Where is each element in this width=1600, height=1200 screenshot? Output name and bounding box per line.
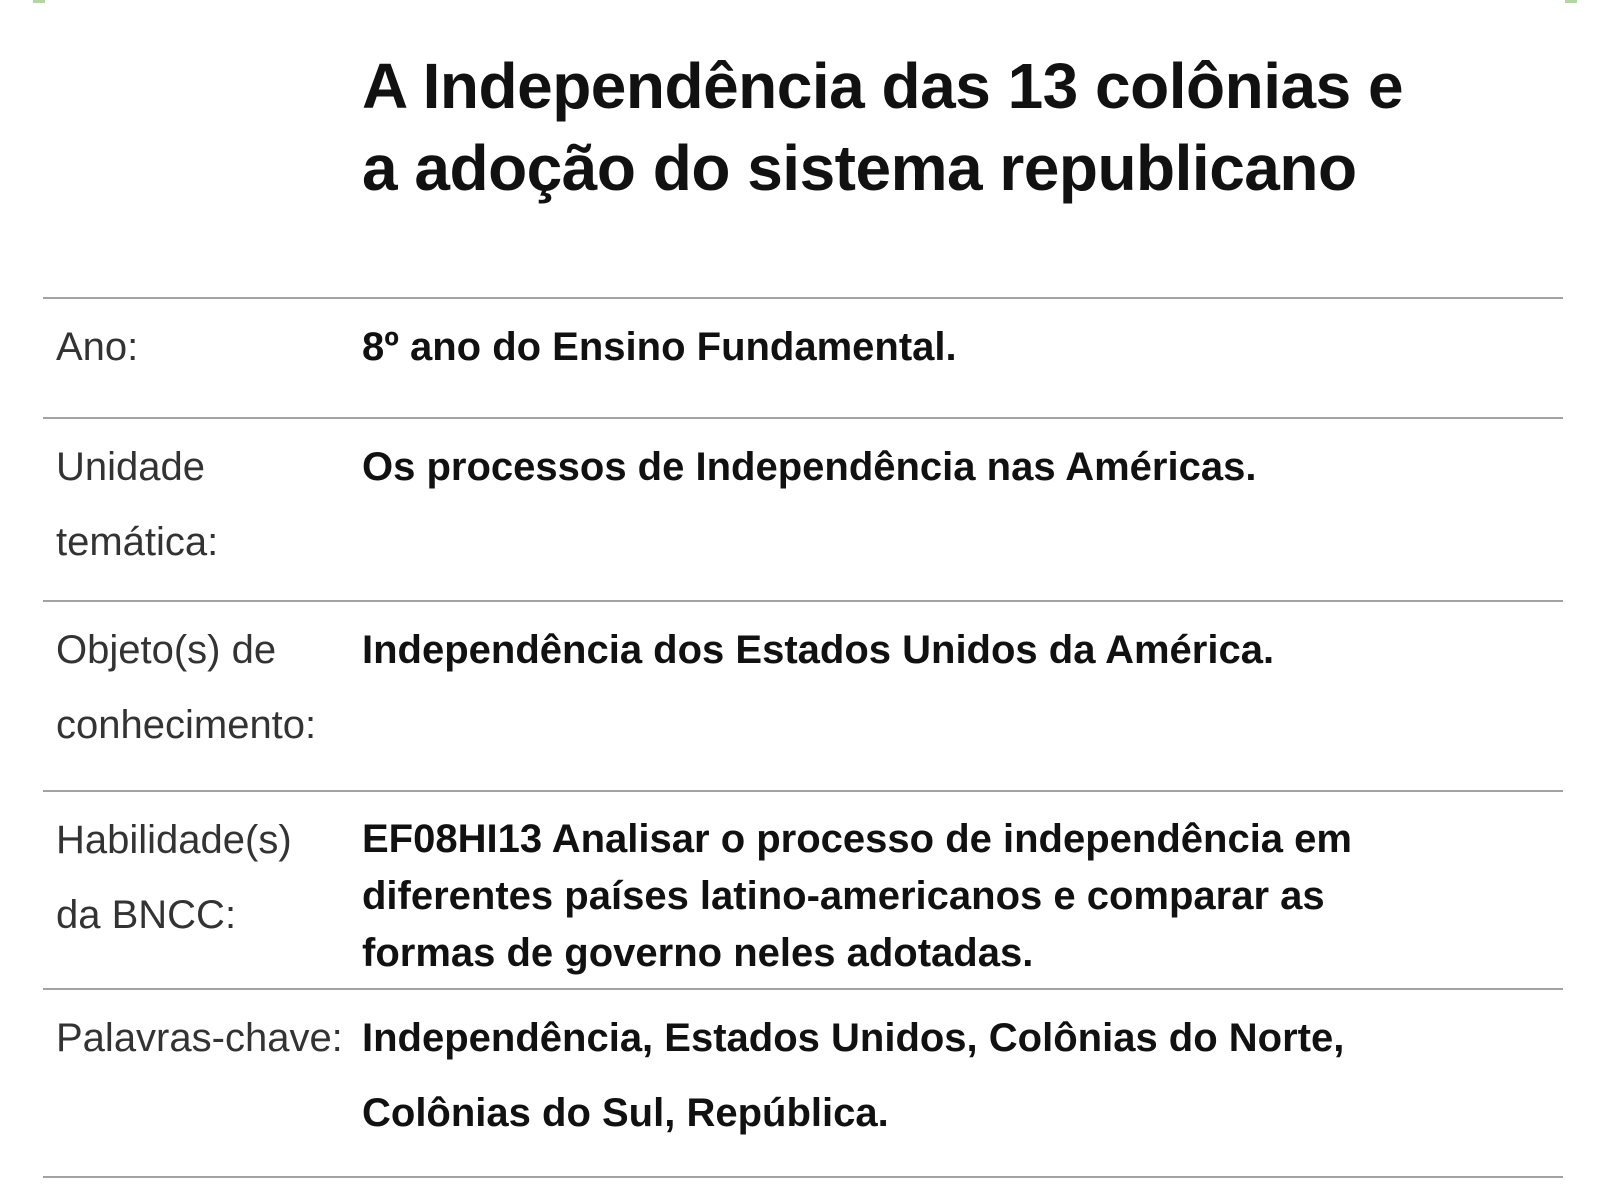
row-value: EF08HI13 Analisar o processo de independ… (362, 817, 1352, 975)
lesson-meta-table: Ano: 8º ano do Ensino Fundamental. Unidade… (43, 297, 1563, 1178)
table-row: Habilidade(s) da BNCC: EF08HI13 Analisar … (43, 790, 1563, 988)
clipped-green-fragment-left (33, 0, 45, 3)
table-row: Palavras-chave: Independência, Estados Un… (43, 988, 1563, 1178)
row-value: Os processos de Independência nas Améric… (362, 445, 1257, 489)
clipped-green-fragment-right (1565, 0, 1577, 3)
page-title-line1: A Independência das 13 colônias e (362, 50, 1404, 122)
row-value: Independência dos Estados Unidos da Amér… (362, 628, 1275, 672)
table-row: Unidade temática: Os processos de Indepen… (43, 417, 1563, 600)
table-row: Objeto(s) de conhecimento: Independência … (43, 600, 1563, 790)
row-label: Palavras-chave: (56, 1016, 343, 1060)
page-title-line2: a adoção do sistema republicano (362, 132, 1357, 204)
row-label: Objeto(s) de conhecimento: (56, 628, 317, 747)
row-label: Unidade temática: (56, 445, 219, 564)
row-label: Ano: (56, 325, 139, 369)
page-title: A Independência das 13 colônias e a adoç… (362, 45, 1404, 209)
table-row: Ano: 8º ano do Ensino Fundamental. (43, 297, 1563, 417)
row-value: 8º ano do Ensino Fundamental. (362, 325, 957, 369)
row-value: Independência, Estados Unidos, Colônias … (362, 1016, 1345, 1135)
row-label: Habilidade(s) da BNCC: (56, 818, 292, 937)
